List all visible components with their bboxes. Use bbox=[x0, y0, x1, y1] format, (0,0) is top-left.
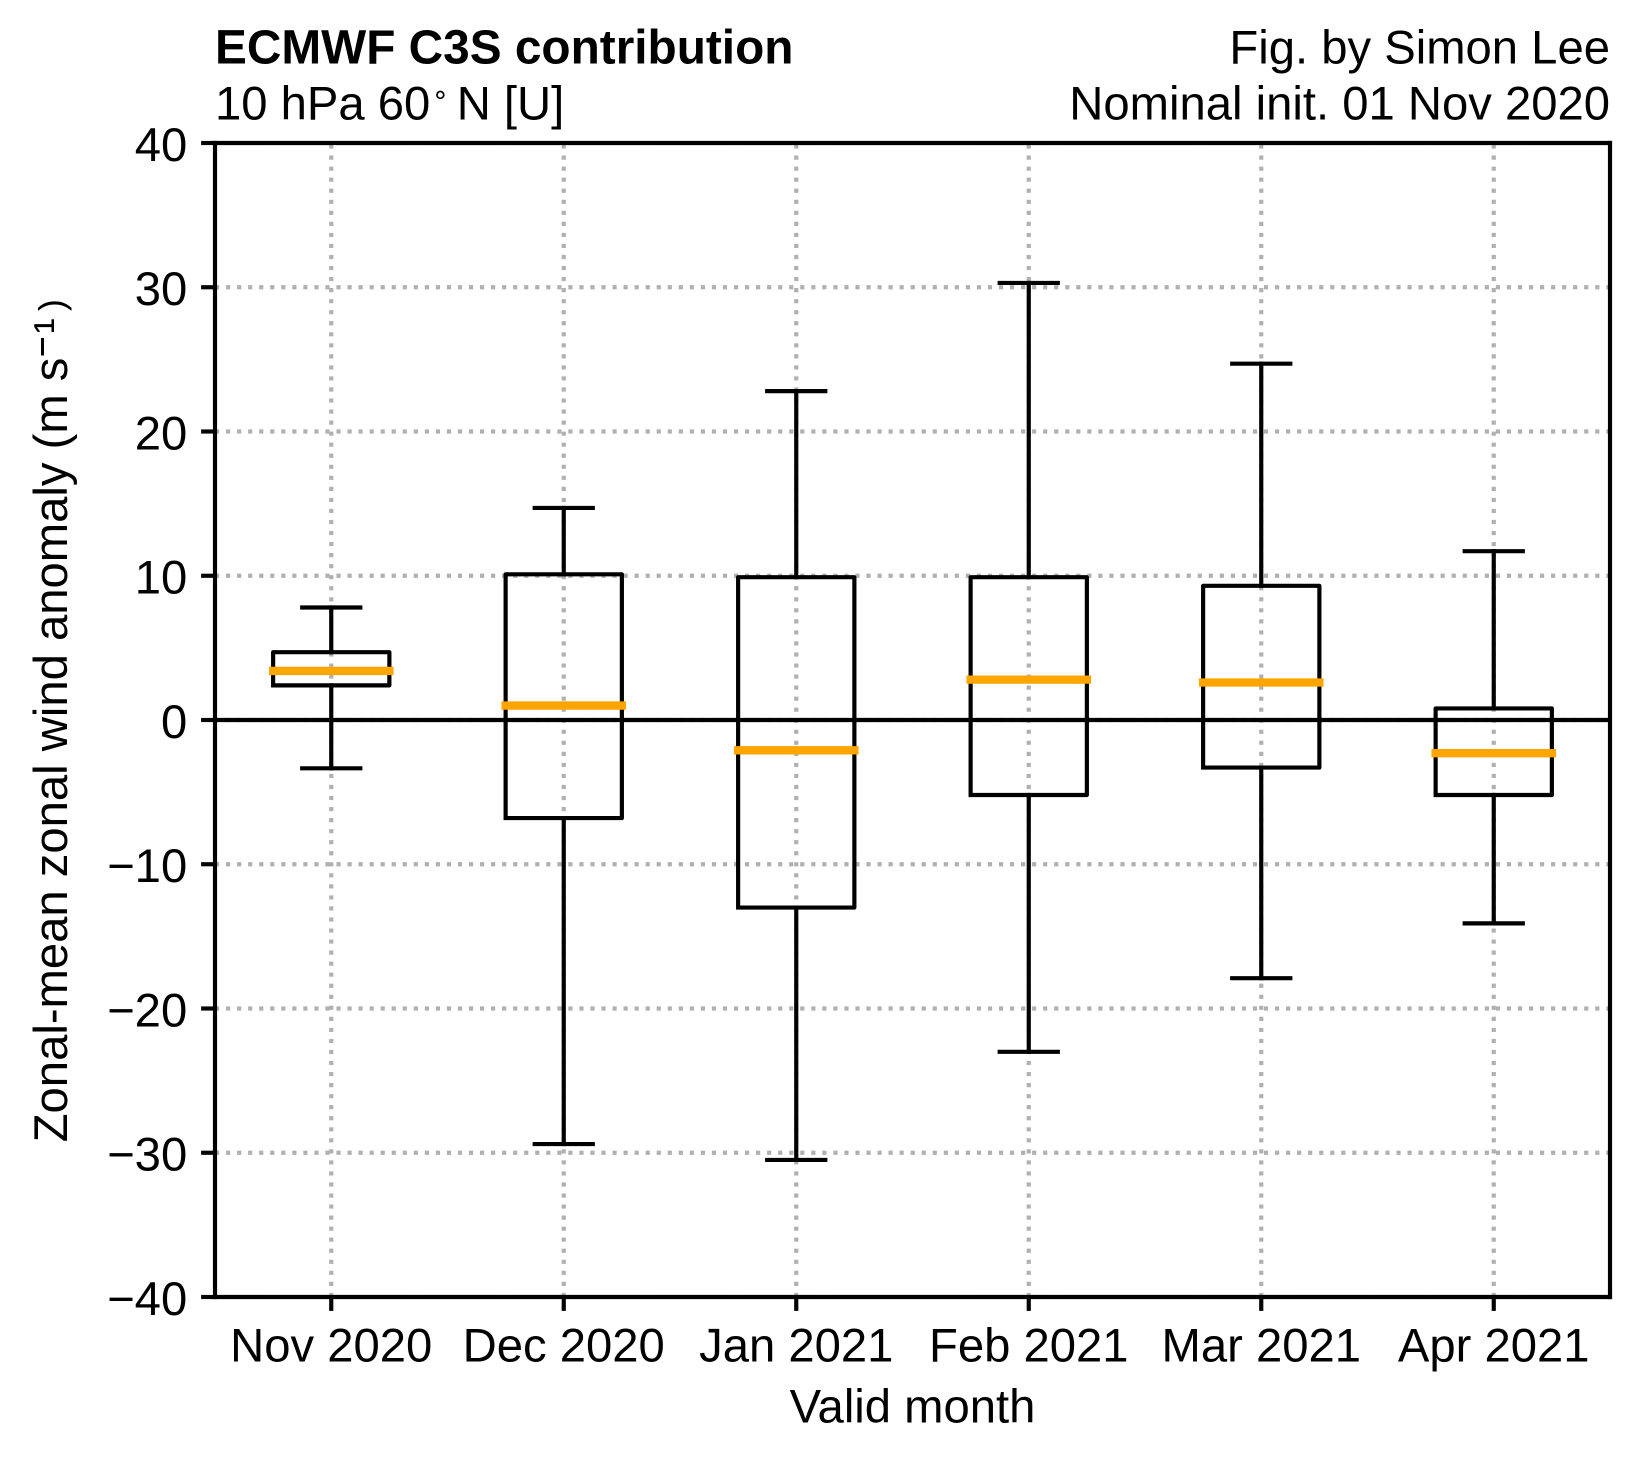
svg-text:10 hPa 60: 10 hPa 60 bbox=[215, 77, 430, 130]
svg-text:¹: ¹ bbox=[25, 318, 78, 334]
svg-text:10: 10 bbox=[135, 552, 188, 605]
svg-text:Nominal init. 01 Nov 2020: Nominal init. 01 Nov 2020 bbox=[1069, 77, 1610, 130]
svg-text:30: 30 bbox=[135, 263, 188, 316]
svg-text:Nov 2020: Nov 2020 bbox=[230, 1320, 432, 1373]
svg-text:−10: −10 bbox=[107, 840, 187, 893]
svg-text:Jan 2021: Jan 2021 bbox=[699, 1320, 893, 1373]
svg-text:Fig. by Simon Lee: Fig. by Simon Lee bbox=[1229, 21, 1610, 74]
svg-text:): ) bbox=[31, 299, 72, 311]
svg-text:20: 20 bbox=[135, 407, 188, 460]
svg-text:−20: −20 bbox=[107, 984, 187, 1037]
svg-text:Feb 2021: Feb 2021 bbox=[929, 1320, 1129, 1373]
svg-text:Valid month: Valid month bbox=[790, 1380, 1036, 1433]
svg-text:40: 40 bbox=[135, 119, 188, 172]
svg-text:Dec 2020: Dec 2020 bbox=[463, 1320, 665, 1373]
svg-text:Zonal-mean zonal wind anomaly: Zonal-mean zonal wind anomaly (m s bbox=[25, 358, 78, 1143]
svg-text:Apr 2021: Apr 2021 bbox=[1398, 1320, 1590, 1373]
svg-text:ECMWF C3S contribution: ECMWF C3S contribution bbox=[215, 21, 793, 74]
svg-text:−40: −40 bbox=[107, 1273, 187, 1326]
svg-text:0: 0 bbox=[161, 696, 187, 749]
svg-text:N [U]: N [U] bbox=[457, 77, 565, 130]
svg-text:Mar 2021: Mar 2021 bbox=[1162, 1320, 1361, 1373]
svg-text:−30: −30 bbox=[107, 1129, 187, 1182]
